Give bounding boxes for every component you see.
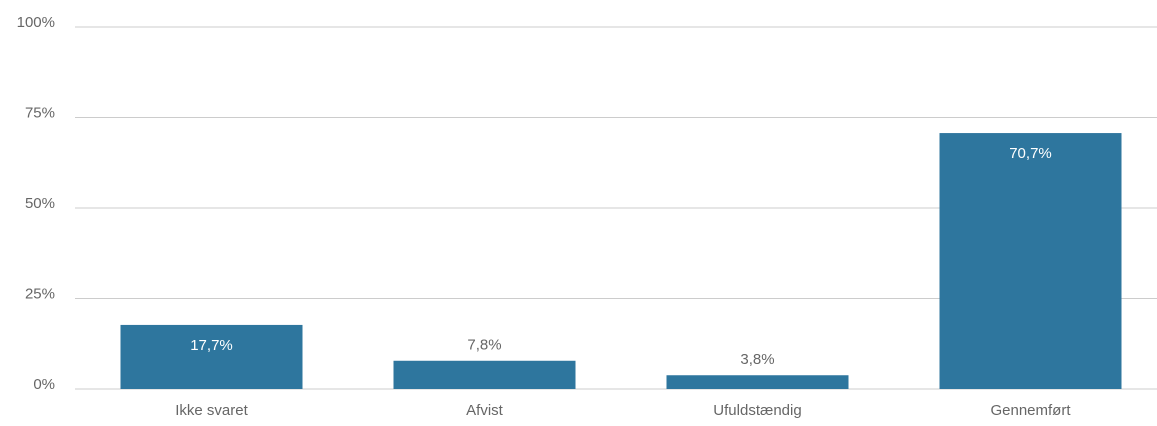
- x-tick-label: Afvist: [466, 402, 504, 419]
- y-tick-label: 100%: [17, 14, 55, 31]
- bar: [393, 360, 576, 389]
- value-label: 7,8%: [467, 337, 501, 354]
- y-tick-label: 75%: [25, 104, 55, 121]
- x-tick-label: Ufuldstændig: [713, 402, 801, 419]
- y-tick-label: 50%: [25, 195, 55, 212]
- value-label: 3,8%: [740, 351, 774, 368]
- y-tick-label: 0%: [33, 376, 55, 393]
- value-label: 17,7%: [190, 337, 233, 354]
- x-tick-label: Gennemført: [990, 402, 1071, 419]
- y-tick-label: 25%: [25, 285, 55, 302]
- bar: [939, 133, 1122, 389]
- bar: [666, 375, 849, 389]
- value-label: 70,7%: [1009, 145, 1052, 162]
- bar: [120, 324, 303, 389]
- x-tick-label: Ikke svaret: [175, 402, 248, 419]
